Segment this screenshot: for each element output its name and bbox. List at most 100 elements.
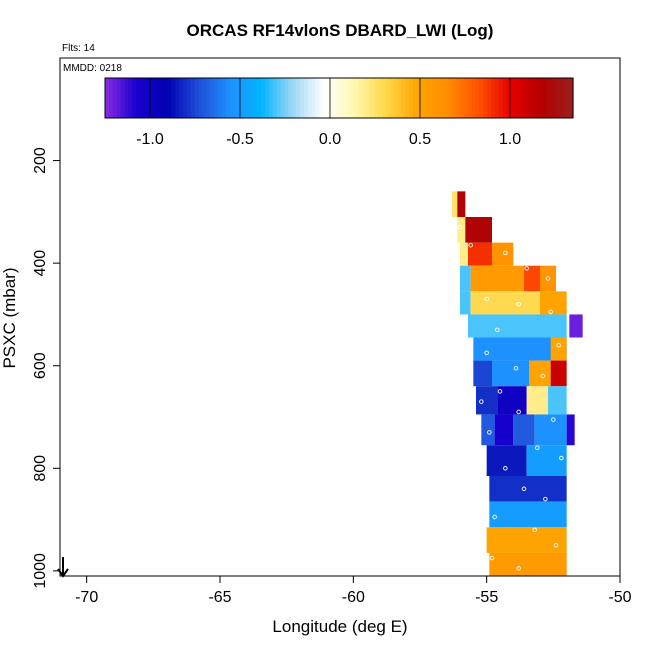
colorbar-segment xyxy=(475,78,480,118)
heatmap-cell xyxy=(457,216,466,243)
flight-point xyxy=(524,266,529,271)
date-annotation: MMDD: 0218 xyxy=(63,63,122,74)
flight-point xyxy=(497,389,503,394)
colorbar-segment xyxy=(541,78,547,118)
heatmap-cell xyxy=(470,265,524,292)
colorbar-segment xyxy=(210,78,215,118)
flight-point xyxy=(503,250,508,256)
colorbar-segment xyxy=(522,78,527,118)
y-axis: 200 400 600 800 1000 xyxy=(32,147,60,589)
colorbar-tick-label: 0.5 xyxy=(409,131,431,148)
colorbar-segment xyxy=(370,78,375,118)
y-tick-label: 1000 xyxy=(32,553,49,589)
heatmap-cell xyxy=(473,337,567,361)
colorbar-segment xyxy=(206,78,211,118)
colorbar-segment xyxy=(537,78,543,118)
heatmap-cell xyxy=(452,191,458,217)
flight-point xyxy=(479,399,484,404)
colorbar-segment xyxy=(327,78,332,118)
heatmap-cell xyxy=(540,291,567,315)
heatmap-cell xyxy=(569,314,583,338)
colorbar-segment xyxy=(530,78,535,118)
flight-point xyxy=(492,514,497,520)
colorbar-segment xyxy=(280,78,285,118)
colorbar-segment xyxy=(479,78,484,118)
colorbar-segment xyxy=(502,78,508,118)
colorbar-segment xyxy=(409,78,414,118)
colorbar-segment xyxy=(549,78,555,118)
colorbar-segment xyxy=(311,78,317,118)
colorbar-segment xyxy=(132,78,137,118)
colorbar-segment xyxy=(179,78,184,118)
flight-point xyxy=(516,301,521,307)
colorbar-segment xyxy=(350,78,356,118)
colorbar-segment xyxy=(561,78,566,118)
heatmap-cell xyxy=(550,337,567,361)
flight-point xyxy=(535,445,540,451)
colorbar-segment xyxy=(444,78,449,118)
colorbar-segment xyxy=(557,78,562,118)
colorbar-segment xyxy=(545,78,551,118)
colorbar-segment xyxy=(401,78,406,118)
heatmap-cell xyxy=(526,386,548,415)
colorbar-segment xyxy=(432,78,438,118)
flight-point xyxy=(513,366,519,371)
colorbar-segment xyxy=(171,78,176,118)
colorbar-segment xyxy=(151,78,157,118)
flight-point xyxy=(540,373,545,379)
heatmap-cell xyxy=(492,360,530,387)
colorbar-segment xyxy=(385,78,391,118)
colorbar-segment xyxy=(342,78,348,118)
colorbar-segment xyxy=(198,78,204,118)
colorbar-segment xyxy=(323,78,328,118)
flight-point xyxy=(553,542,559,548)
colorbar-segment xyxy=(128,78,133,118)
colorbar-segment xyxy=(120,78,126,118)
heatmap-cell xyxy=(524,265,540,292)
colorbar-segment xyxy=(413,78,418,118)
colorbar-segment xyxy=(307,78,313,118)
flight-point xyxy=(484,296,489,302)
colorbar-segment xyxy=(264,78,270,118)
heatmap-cell xyxy=(460,242,468,266)
colorbar-tick-label: 0.0 xyxy=(319,131,341,148)
colorbar-segment xyxy=(292,78,297,118)
x-axis-label: Longitude (deg E) xyxy=(272,617,407,636)
colorbar-segment xyxy=(144,78,149,118)
colorbar-segment xyxy=(452,78,457,118)
colorbar-tick-label: 1.0 xyxy=(499,131,521,148)
colorbar-segment xyxy=(534,78,539,118)
colorbar-segment xyxy=(459,78,465,118)
heatmap-cell xyxy=(460,265,471,292)
heatmap-cell xyxy=(460,291,471,315)
flight-point xyxy=(559,455,564,461)
colorbar-segment xyxy=(116,78,122,118)
colorbar-segment xyxy=(214,78,219,118)
heatmap-cell xyxy=(465,216,492,243)
heatmap-cell xyxy=(492,242,514,266)
colorbar-segment xyxy=(218,78,223,118)
flight-point xyxy=(556,342,561,348)
plot-frame xyxy=(59,57,621,577)
flight-point xyxy=(487,430,492,435)
colorbar-segment xyxy=(202,78,207,118)
colorbar-segment xyxy=(163,78,168,118)
x-tick-label: -60 xyxy=(342,589,365,606)
down-arrow-icon xyxy=(57,557,69,578)
colorbar-segment xyxy=(253,78,258,118)
heatmap-cell xyxy=(476,386,498,415)
flight-point xyxy=(489,555,495,561)
colorbar-segment xyxy=(405,78,410,118)
flight-point xyxy=(545,276,551,281)
x-tick-label: -70 xyxy=(75,589,98,606)
colorbar-segment xyxy=(354,78,360,118)
colorbar-segment xyxy=(428,78,434,118)
heatmap-cell xyxy=(550,360,567,387)
colorbar-segment xyxy=(159,78,165,118)
x-tick-label: -50 xyxy=(608,589,631,606)
colorbar-segment xyxy=(155,78,161,118)
colorbar-segment xyxy=(124,78,129,118)
colorbar-segment xyxy=(229,78,235,118)
colorbar-segment xyxy=(288,78,293,118)
